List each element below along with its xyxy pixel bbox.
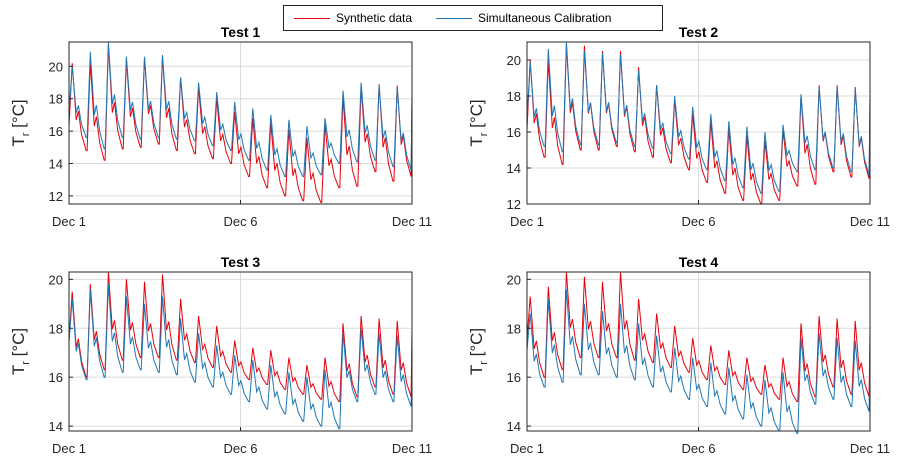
y-tick-label: 16 bbox=[49, 370, 63, 385]
subplot-title: Test 1 bbox=[221, 24, 261, 40]
y-tick-label: 16 bbox=[507, 125, 521, 140]
y-tick-label: 12 bbox=[507, 197, 521, 212]
series-line-synthetic bbox=[526, 271, 871, 403]
x-tick-label: Dec 6 bbox=[682, 214, 716, 229]
y-tick-label: 16 bbox=[49, 124, 63, 139]
legend-line-calibration bbox=[436, 18, 472, 19]
series-line-synthetic bbox=[68, 271, 413, 403]
x-tick-label: Dec 1 bbox=[52, 441, 86, 456]
y-tick-label: 18 bbox=[507, 89, 521, 104]
y-tick-label: 20 bbox=[49, 59, 63, 74]
y-tick-label: 12 bbox=[49, 189, 63, 204]
series-line-calibration bbox=[68, 284, 413, 430]
subplot-title: Test 2 bbox=[679, 24, 719, 40]
series-line-calibration bbox=[526, 289, 871, 434]
y-tick-label: 20 bbox=[49, 272, 63, 287]
x-tick-label: Dec 1 bbox=[52, 214, 86, 229]
x-tick-label: Dec 1 bbox=[510, 214, 544, 229]
subplot-4: 14 16 18 20 Dec 1 Dec 6 Dec 11 Test 4 Tr [°C] bbox=[467, 254, 890, 456]
x-tick-label: Dec 11 bbox=[392, 214, 432, 229]
x-tick-label: Dec 6 bbox=[224, 441, 258, 456]
subplot-3: 14 16 18 20 Dec 1 Dec 6 Dec 11 Test 3 Tr [°C] bbox=[9, 254, 432, 456]
series-line-calibration bbox=[526, 41, 871, 194]
legend-label-calibration: Simultaneous Calibration bbox=[478, 11, 612, 25]
x-tick-label: Dec 6 bbox=[224, 214, 258, 229]
subplot-2: 12 14 16 18 20 Dec 1 Dec 6 Dec 11 Test 2 Tr [°C] bbox=[467, 24, 890, 229]
y-tick-label: 14 bbox=[507, 161, 521, 176]
y-tick-label: 18 bbox=[49, 321, 63, 336]
y-tick-label: 20 bbox=[507, 53, 521, 68]
y-tick-label: 18 bbox=[507, 321, 521, 336]
y-tick-label: 14 bbox=[49, 419, 63, 434]
y-axis-label: Tr [°C] bbox=[467, 328, 490, 375]
y-tick-label: 18 bbox=[49, 92, 63, 107]
legend-label-synthetic: Synthetic data bbox=[336, 11, 413, 25]
legend: Synthetic data Simultaneous Calibration bbox=[283, 5, 663, 31]
x-tick-label: Dec 11 bbox=[850, 214, 890, 229]
series-line-synthetic bbox=[526, 43, 871, 205]
y-tick-label: 14 bbox=[49, 157, 63, 172]
x-tick-label: Dec 6 bbox=[682, 441, 716, 456]
legend-line-synthetic bbox=[294, 18, 330, 19]
subplot-title: Test 3 bbox=[221, 254, 261, 270]
subplot-1: 12 14 16 18 20 Dec 1 Dec 6 Dec 11 Test 1 Tr [°C] bbox=[9, 24, 432, 229]
y-tick-label: 16 bbox=[507, 370, 521, 385]
y-tick-label: 14 bbox=[507, 419, 521, 434]
y-axis-label: Tr [°C] bbox=[467, 99, 490, 146]
series-line-calibration bbox=[68, 41, 413, 177]
y-tick-label: 20 bbox=[507, 272, 521, 287]
y-axis-label: Tr [°C] bbox=[9, 328, 32, 375]
x-tick-label: Dec 11 bbox=[850, 441, 890, 456]
x-tick-label: Dec 11 bbox=[392, 441, 432, 456]
subplot-title: Test 4 bbox=[679, 254, 719, 270]
x-tick-label: Dec 1 bbox=[510, 441, 544, 456]
y-axis-label: Tr [°C] bbox=[9, 99, 32, 146]
